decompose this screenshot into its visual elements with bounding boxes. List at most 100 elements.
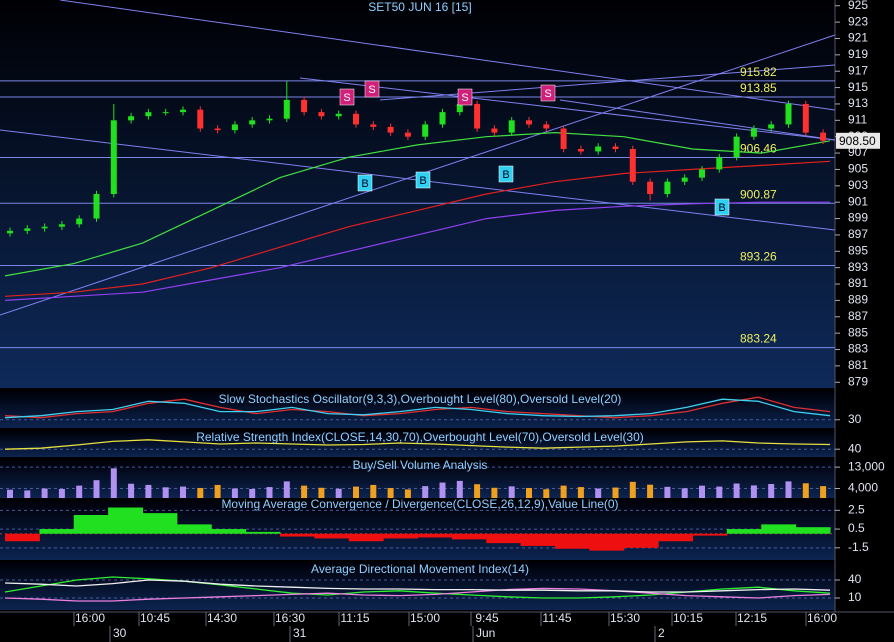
volume-bar	[353, 486, 359, 498]
y-tick-label: 10	[848, 590, 862, 604]
main-panel	[0, 0, 835, 388]
candle-body	[93, 194, 100, 219]
y-tick-label: 883	[848, 342, 868, 356]
macd-bar	[658, 533, 693, 542]
macd-bar	[417, 533, 453, 538]
candle-body	[647, 181, 654, 194]
candle-body	[474, 103, 481, 129]
volume-bar	[266, 487, 273, 498]
volume-bar	[162, 487, 169, 498]
x-tick-label: 9:45	[475, 611, 499, 625]
signal-label: S	[343, 92, 350, 104]
macd-bar	[211, 529, 247, 534]
volume-bar	[612, 487, 619, 498]
volume-bar	[543, 489, 550, 498]
signal-box	[540, 84, 556, 102]
signal-label: B	[419, 175, 426, 187]
y-tick-label: 13,000	[848, 459, 885, 473]
volume-bar	[370, 484, 377, 498]
volume-bar	[145, 484, 152, 498]
volume-bar	[318, 487, 325, 498]
y-tick-label: 893	[848, 260, 868, 274]
y-tick-label: 903	[848, 178, 868, 192]
macd-bar	[761, 524, 797, 534]
panel-title: Moving Average Convergence / Divergence(…	[221, 497, 618, 511]
volume-bar	[820, 486, 827, 498]
volume-bar	[301, 485, 308, 498]
y-tick-label: 30	[848, 412, 862, 426]
candle-body	[526, 120, 532, 125]
signal-box	[357, 174, 373, 192]
signal-box	[339, 88, 355, 106]
x-tick-label: 11:45	[542, 611, 571, 625]
candle-body	[145, 112, 152, 117]
volume-bar	[508, 486, 515, 498]
volume-bar	[128, 483, 135, 498]
series-line	[4, 398, 831, 419]
candle-body	[543, 124, 550, 129]
macd-bar	[108, 507, 143, 534]
y-tick-label: 40	[848, 441, 862, 455]
candle-body	[266, 118, 273, 121]
macd-bar	[451, 533, 487, 540]
x-tick-label: 15:30	[610, 611, 640, 625]
y-tick-label: 925	[848, 0, 868, 12]
y-tick-label: 911	[848, 113, 867, 127]
x-tick-label: 14:30	[207, 611, 237, 625]
candle-body	[560, 128, 567, 149]
macd-bar	[383, 533, 418, 539]
volume-bar	[647, 484, 654, 498]
volume-bar	[560, 485, 567, 498]
volume-bar	[41, 488, 48, 498]
candle-body	[785, 103, 792, 125]
panel-title: Slow Stochastics Oscillator(9,3,3),Overb…	[219, 392, 622, 406]
volume-bar	[629, 481, 636, 498]
candle-body	[508, 120, 515, 133]
volume-bar	[491, 487, 498, 498]
x-tick-label: 15:00	[410, 611, 440, 625]
candle-body	[716, 157, 723, 170]
y-tick-label: 917	[848, 63, 868, 77]
y-tick-label: 919	[848, 47, 868, 61]
candle-body	[58, 224, 65, 227]
level-label: 893.26	[740, 250, 777, 264]
macd-bar	[280, 533, 315, 537]
date-label: 2	[658, 626, 665, 640]
macd-bar	[726, 529, 762, 534]
candle-body	[820, 132, 827, 141]
series-line	[4, 131, 831, 277]
candle-body	[231, 124, 238, 131]
last-price-box	[836, 132, 880, 149]
volume-bar	[7, 489, 13, 498]
y-tick-label: 885	[848, 325, 868, 339]
candle-body	[422, 124, 429, 137]
candle-body	[595, 146, 602, 152]
volume-bar	[577, 487, 584, 498]
macd-bar	[73, 515, 109, 534]
macd-bar	[348, 533, 384, 542]
y-tick-label: 40	[848, 572, 862, 586]
volume-bar	[404, 489, 411, 498]
x-tick-label: 10:15	[673, 611, 703, 625]
y-tick-label: 881	[848, 358, 868, 372]
macd-bar	[142, 513, 178, 534]
signal-box	[498, 165, 514, 183]
macd-bar	[245, 531, 281, 534]
volume-bar	[699, 485, 705, 498]
macd-bar	[692, 533, 728, 536]
volume-bar	[110, 468, 117, 498]
candle-body	[301, 99, 308, 113]
candle-body	[24, 228, 31, 231]
candle-body	[629, 148, 636, 182]
candle-body	[802, 103, 809, 133]
volume-bar	[24, 490, 31, 498]
series-line	[4, 160, 831, 297]
y-tick-label: 915	[848, 80, 868, 94]
macd-bar	[795, 527, 831, 534]
candle-body	[370, 124, 377, 127]
volume-bar	[214, 484, 221, 498]
volume-bar	[456, 480, 463, 498]
x-tick-label: 12:15	[737, 611, 767, 625]
volume-bar	[335, 488, 342, 498]
